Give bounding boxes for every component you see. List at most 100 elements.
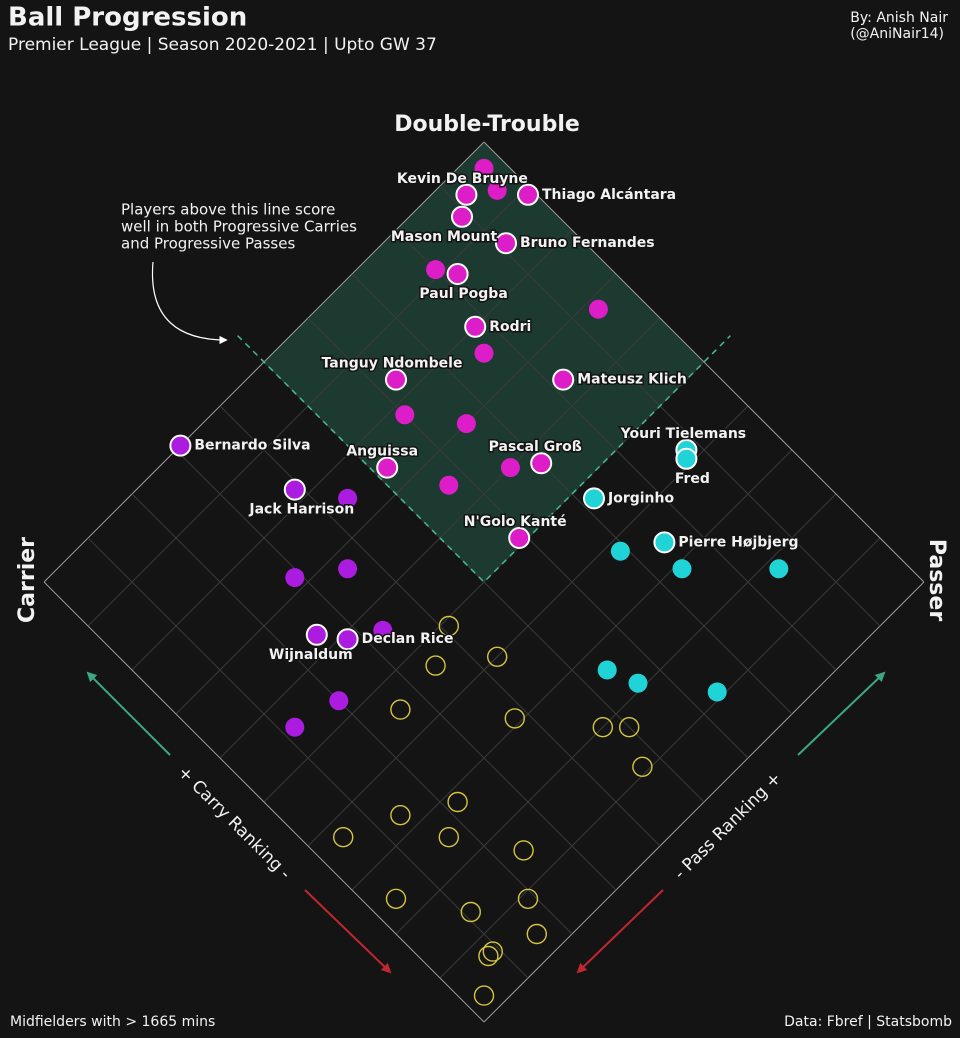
point-label: Declan Rice: [362, 631, 454, 647]
point: [675, 447, 698, 470]
point-label: Pierre Højbjerg: [678, 534, 798, 550]
point: [632, 756, 653, 777]
annotation-arrow: [151, 261, 228, 345]
point: [517, 888, 539, 909]
point-label: Thiago Alcántara: [542, 187, 676, 203]
grid-line: [395, 229, 837, 671]
point: [474, 158, 494, 178]
point: [583, 487, 605, 510]
point: [438, 615, 459, 637]
point: [169, 434, 192, 457]
left-label: Carrier: [15, 537, 40, 623]
point: [513, 840, 534, 861]
point: [628, 673, 648, 693]
point: [333, 827, 354, 848]
credit: By: Anish Nair: [850, 10, 948, 26]
point: [508, 527, 531, 549]
annotation: Players above this line score: [121, 201, 335, 219]
x-axis-label: + Carry Ranking -: [173, 762, 294, 883]
arrow: [576, 889, 664, 974]
point-label: Paul Pogba: [419, 286, 507, 302]
arrow: [797, 671, 886, 756]
point: [285, 568, 305, 588]
point-label: Tanguy Ndombele: [322, 356, 463, 372]
point: [526, 923, 547, 945]
plot: Kevin De Bruyne Thiago Alcántara Mason Mou…: [43, 141, 925, 1023]
point-label: Youri Tielemans: [620, 426, 747, 442]
point: [439, 475, 459, 495]
footer: Midfielders with > 1665 mins: [10, 1014, 215, 1030]
point: [517, 183, 539, 206]
point: [451, 205, 473, 228]
point: [597, 660, 617, 680]
point-label: Jack Harrison: [248, 502, 354, 518]
point: [376, 456, 399, 479]
point-label: Bruno Fernandes: [520, 235, 655, 251]
grid-line: [87, 537, 529, 979]
point: [482, 941, 503, 962]
point-label: Wijnaldum: [269, 647, 353, 663]
point: [395, 405, 415, 425]
point: [653, 531, 676, 554]
grid-line: [351, 273, 793, 715]
point: [707, 682, 727, 702]
point: [588, 299, 608, 319]
credit: (@AniNair14): [850, 26, 944, 42]
point-label: Bernardo Silva: [194, 438, 310, 454]
point: [464, 315, 487, 338]
region-label: Double-Trouble: [394, 112, 580, 137]
point-label: N'Golo Kanté: [464, 514, 567, 530]
arrow: [86, 671, 171, 756]
point: [592, 717, 613, 738]
grid-line: [175, 449, 617, 891]
point: [390, 699, 411, 720]
footer: Data: Fbref | Statsbomb: [784, 1014, 952, 1030]
point: [530, 452, 553, 475]
point: [438, 827, 459, 848]
point: [619, 717, 640, 738]
grid-line: [483, 141, 925, 583]
point-label: Anguissa: [346, 444, 418, 460]
right-label: Passer: [924, 539, 949, 621]
point: [460, 901, 481, 923]
point: [426, 260, 446, 280]
point: [473, 985, 495, 1006]
point: [456, 414, 476, 434]
point: [385, 888, 407, 909]
point: [672, 559, 692, 579]
point: [336, 628, 359, 651]
point: [610, 541, 630, 561]
point-label: Fred: [675, 471, 710, 487]
point: [455, 183, 478, 206]
point: [447, 791, 468, 813]
point: [552, 368, 575, 391]
annotation: and Progressive Passes: [121, 235, 295, 253]
point: [487, 180, 507, 200]
point: [283, 478, 306, 501]
subtitle: Premier League | Season 2020-2021 | Upto…: [8, 35, 437, 55]
point: [495, 232, 517, 255]
point: [446, 263, 469, 285]
point: [373, 620, 393, 640]
point: [500, 458, 520, 478]
point-label: Rodri: [489, 319, 531, 335]
point: [338, 488, 358, 508]
point: [338, 559, 358, 579]
point-label: Mason Mount: [391, 229, 498, 245]
point-label: Jorginho: [607, 490, 674, 506]
grid-line: [131, 493, 573, 935]
point: [478, 945, 499, 967]
point-label: Mateusz Klich: [577, 372, 687, 388]
point: [329, 691, 349, 711]
point: [487, 646, 508, 667]
point: [769, 559, 789, 579]
annotation: well in both Progressive Carries: [121, 218, 357, 236]
point: [385, 368, 407, 391]
point: [390, 805, 411, 826]
point: [285, 717, 305, 737]
arrow: [304, 889, 392, 974]
grid-line: [263, 361, 705, 803]
title: Ball Progression: [8, 3, 247, 33]
point-label: Kevin De Bruyne: [397, 171, 528, 187]
